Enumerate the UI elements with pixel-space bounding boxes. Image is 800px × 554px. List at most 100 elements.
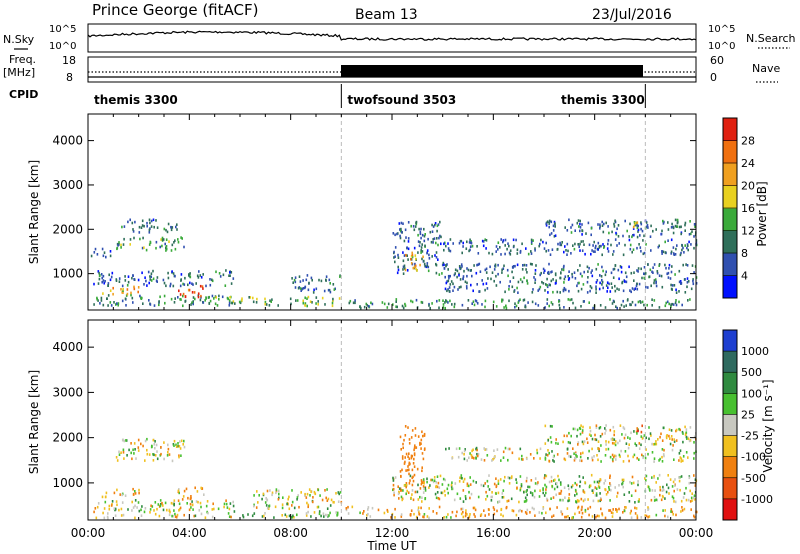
velocity-cell xyxy=(568,487,570,491)
velocity-ytick-label: 2000 xyxy=(52,431,83,445)
power-cell xyxy=(466,286,468,290)
velocity-cell xyxy=(608,509,610,512)
velocity-cell xyxy=(359,511,361,515)
power-cell xyxy=(161,244,163,248)
power-cell xyxy=(667,221,669,224)
power-cell xyxy=(165,228,167,232)
velocity-cell xyxy=(159,499,162,502)
power-cell xyxy=(101,247,104,251)
power-cell xyxy=(301,287,303,291)
velocity-cell xyxy=(651,489,654,492)
velocity-cell xyxy=(604,427,606,430)
power-cell xyxy=(612,253,614,256)
power-cell xyxy=(189,275,192,279)
power-cell xyxy=(407,247,410,251)
velocity-cell xyxy=(287,502,289,506)
power-cell xyxy=(407,237,410,240)
power-cell xyxy=(552,290,554,294)
power-cell xyxy=(559,243,561,247)
power-cell xyxy=(546,284,548,287)
power-cell xyxy=(638,243,640,246)
velocity-cell xyxy=(597,447,599,450)
power-cell xyxy=(580,305,582,308)
velocity-cell xyxy=(122,513,125,517)
velocity-cell xyxy=(227,512,230,515)
power-cell xyxy=(228,301,231,305)
power-cell xyxy=(484,305,486,309)
power-cell xyxy=(511,270,513,274)
velocity-cell xyxy=(421,466,423,469)
velocity-cell xyxy=(645,474,648,478)
velocity-cell xyxy=(434,492,437,496)
velocity-cell xyxy=(154,501,157,504)
velocity-cell xyxy=(511,451,514,455)
power-cell xyxy=(581,223,583,226)
velocity-cell xyxy=(393,491,395,495)
power-cell xyxy=(402,259,405,263)
power-cell xyxy=(93,282,95,286)
power-cell xyxy=(576,284,578,288)
power-cell xyxy=(671,265,673,268)
power-cell xyxy=(587,276,589,279)
power-cell xyxy=(302,301,305,305)
power-cell xyxy=(392,232,395,235)
power-cell xyxy=(631,300,634,304)
velocity-cell xyxy=(175,443,177,447)
power-cell xyxy=(221,295,224,299)
velocity-cell xyxy=(543,476,546,480)
power-cell xyxy=(410,262,413,265)
power-cell xyxy=(579,242,581,246)
velocity-cell xyxy=(486,454,489,457)
velocity-cell xyxy=(471,449,473,453)
power-cell xyxy=(523,263,526,267)
power-cell xyxy=(430,240,433,244)
velocity-cell xyxy=(390,516,392,519)
power-cell xyxy=(103,281,105,285)
velocity-cell xyxy=(118,450,120,454)
power-cell xyxy=(538,244,540,248)
velocity-ylabel: Slant Range [km] xyxy=(27,370,41,474)
power-cell xyxy=(571,275,574,279)
power-cell xyxy=(290,302,292,306)
power-cell xyxy=(686,281,689,284)
power-cell xyxy=(653,299,656,302)
velocity-cell xyxy=(688,481,691,485)
power-cell xyxy=(404,304,407,308)
power-cell xyxy=(126,292,129,296)
power-cell xyxy=(125,304,127,307)
velocity-cell xyxy=(464,514,467,518)
velocity-cell xyxy=(684,425,686,429)
velocity-cell xyxy=(548,451,550,455)
velocity-cell xyxy=(313,490,316,494)
power-cell xyxy=(653,281,655,285)
cpid-row: themis 3300 twofsound 3503 themis 3300 xyxy=(94,84,646,108)
velocity-cell xyxy=(404,456,406,459)
velocity-cell xyxy=(459,497,462,500)
velocity-cell xyxy=(637,483,639,487)
velocity-cell xyxy=(443,516,445,519)
velocity-cell xyxy=(545,474,548,478)
power-cell xyxy=(633,279,635,282)
velocity-cell xyxy=(131,457,133,461)
power-cell xyxy=(172,284,175,288)
power-cell xyxy=(582,283,585,286)
velocity-cell xyxy=(134,516,136,520)
power-cell xyxy=(503,264,505,268)
power-cell xyxy=(414,262,416,266)
power-cell xyxy=(431,255,433,258)
velocity-cell xyxy=(261,515,264,518)
velocity-cell xyxy=(462,510,464,514)
velocity-cell xyxy=(566,448,569,451)
velocity-cell xyxy=(574,488,577,492)
velocity-cell xyxy=(534,489,536,493)
velocity-cell xyxy=(458,480,461,483)
velocity-cell xyxy=(321,498,324,502)
velocity-cell xyxy=(497,500,500,504)
velocity-cell xyxy=(411,483,414,487)
power-cell xyxy=(625,304,627,307)
power-cell xyxy=(399,228,401,231)
power-cell xyxy=(591,249,593,252)
power-cell xyxy=(471,244,474,248)
velocity-cell xyxy=(655,440,657,443)
